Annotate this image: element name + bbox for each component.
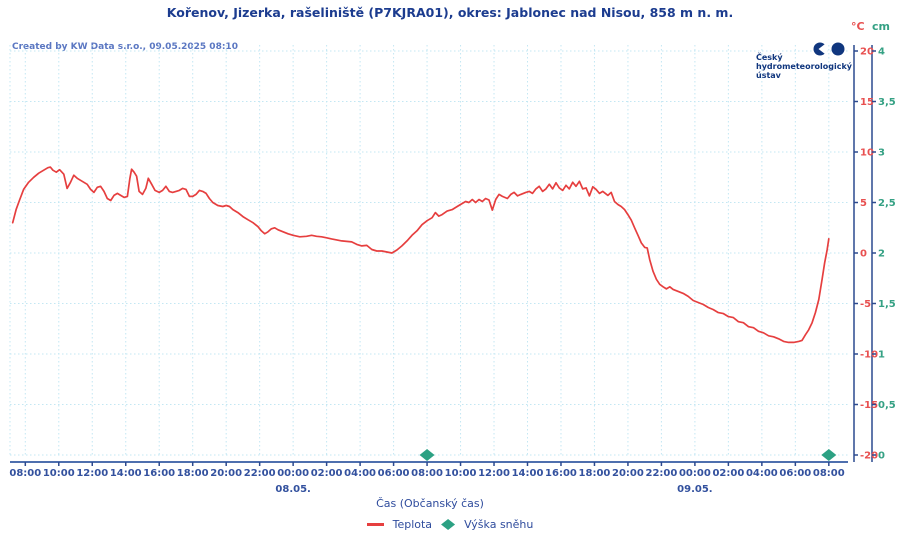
- temp-tick-label: -20: [860, 451, 878, 462]
- x-tick-label: 02:00: [311, 468, 343, 479]
- temperature-legend-label: Teplota: [392, 518, 433, 531]
- chmi-logo: Český hydrometeorologický ústav: [756, 40, 856, 80]
- x-date-label: 08.05.: [275, 484, 310, 495]
- x-tick-label: 08:00: [9, 468, 41, 479]
- x-tick-label: 08:00: [813, 468, 845, 479]
- snow-tick-label: 3,5: [878, 97, 896, 108]
- x-tick-label: 10:00: [43, 468, 75, 479]
- snow-tick-label: 3: [878, 148, 885, 159]
- x-tick-label: 06:00: [378, 468, 410, 479]
- chmi-logo-line3: ústav: [756, 71, 781, 80]
- snow-tick-label: 0,5: [878, 400, 896, 411]
- x-tick-label: 12:00: [76, 468, 108, 479]
- temp-tick-label: 0: [860, 249, 867, 260]
- snow-depth-marker: [821, 449, 837, 461]
- temp-tick-label: 15: [860, 97, 874, 108]
- x-axis-title: Čas (Občanský čas): [376, 497, 484, 510]
- chmi-logo-line2: hydrometeorologický: [756, 62, 853, 71]
- temp-tick-label: -10: [860, 350, 878, 361]
- temp-tick-label: -15: [860, 400, 878, 411]
- chmi-logo-icon: [813, 42, 845, 56]
- x-tick-label: 08:00: [411, 468, 443, 479]
- temp-tick-label: 10: [860, 148, 874, 159]
- x-tick-label: 18:00: [177, 468, 209, 479]
- snow-tick-label: 1,5: [878, 299, 896, 310]
- temp-axis-unit-label: °C: [851, 20, 865, 33]
- snow-depth-legend-label: Výška sněhu: [464, 518, 534, 531]
- x-tick-label: 02:00: [712, 468, 744, 479]
- x-tick-label: 20:00: [612, 468, 644, 479]
- created-by-text: Created by KW Data s.r.o., 09.05.2025 08…: [12, 42, 238, 52]
- temperature-line: [11, 166, 830, 344]
- x-tick-label: 20:00: [210, 468, 242, 479]
- snow-tick-label: 2: [878, 249, 885, 260]
- x-date-label: 09.05.: [677, 484, 712, 495]
- chart-legend: Teplota Výška sněhu: [0, 518, 900, 531]
- x-tick-label: 22:00: [244, 468, 276, 479]
- page-title: Kořenov, Jizerka, rašeliniště (P7KJRA01)…: [166, 5, 734, 20]
- snow-tick-label: 4: [878, 47, 885, 58]
- x-tick-label: 16:00: [545, 468, 577, 479]
- snow-depth-legend-swatch: [441, 519, 456, 530]
- x-tick-label: 16:00: [143, 468, 175, 479]
- x-tick-label: 22:00: [645, 468, 677, 479]
- x-tick-label: 00:00: [277, 468, 309, 479]
- snow-tick-label: 0: [878, 451, 885, 462]
- snow-depth-marker: [419, 449, 435, 461]
- temp-tick-label: 5: [860, 198, 867, 209]
- temperature-legend-swatch: [366, 523, 384, 526]
- chmi-logo-text: Český hydrometeorologický ústav: [756, 53, 856, 80]
- temp-tick-label: 20: [860, 47, 874, 58]
- x-tick-label: 14:00: [110, 468, 142, 479]
- snow-axis-unit-label: cm: [872, 20, 890, 33]
- x-tick-label: 14:00: [512, 468, 544, 479]
- x-tick-label: 18:00: [579, 468, 611, 479]
- temp-tick-label: -5: [860, 299, 871, 310]
- chmi-logo-line1: Český: [756, 53, 783, 62]
- x-tick-label: 04:00: [746, 468, 778, 479]
- x-tick-label: 04:00: [344, 468, 376, 479]
- snow-tick-label: 2,5: [878, 198, 896, 209]
- x-tick-label: 10:00: [445, 468, 477, 479]
- snow-tick-label: 1: [878, 350, 885, 361]
- x-tick-label: 06:00: [779, 468, 811, 479]
- x-tick-label: 12:00: [478, 468, 510, 479]
- x-tick-label: 00:00: [679, 468, 711, 479]
